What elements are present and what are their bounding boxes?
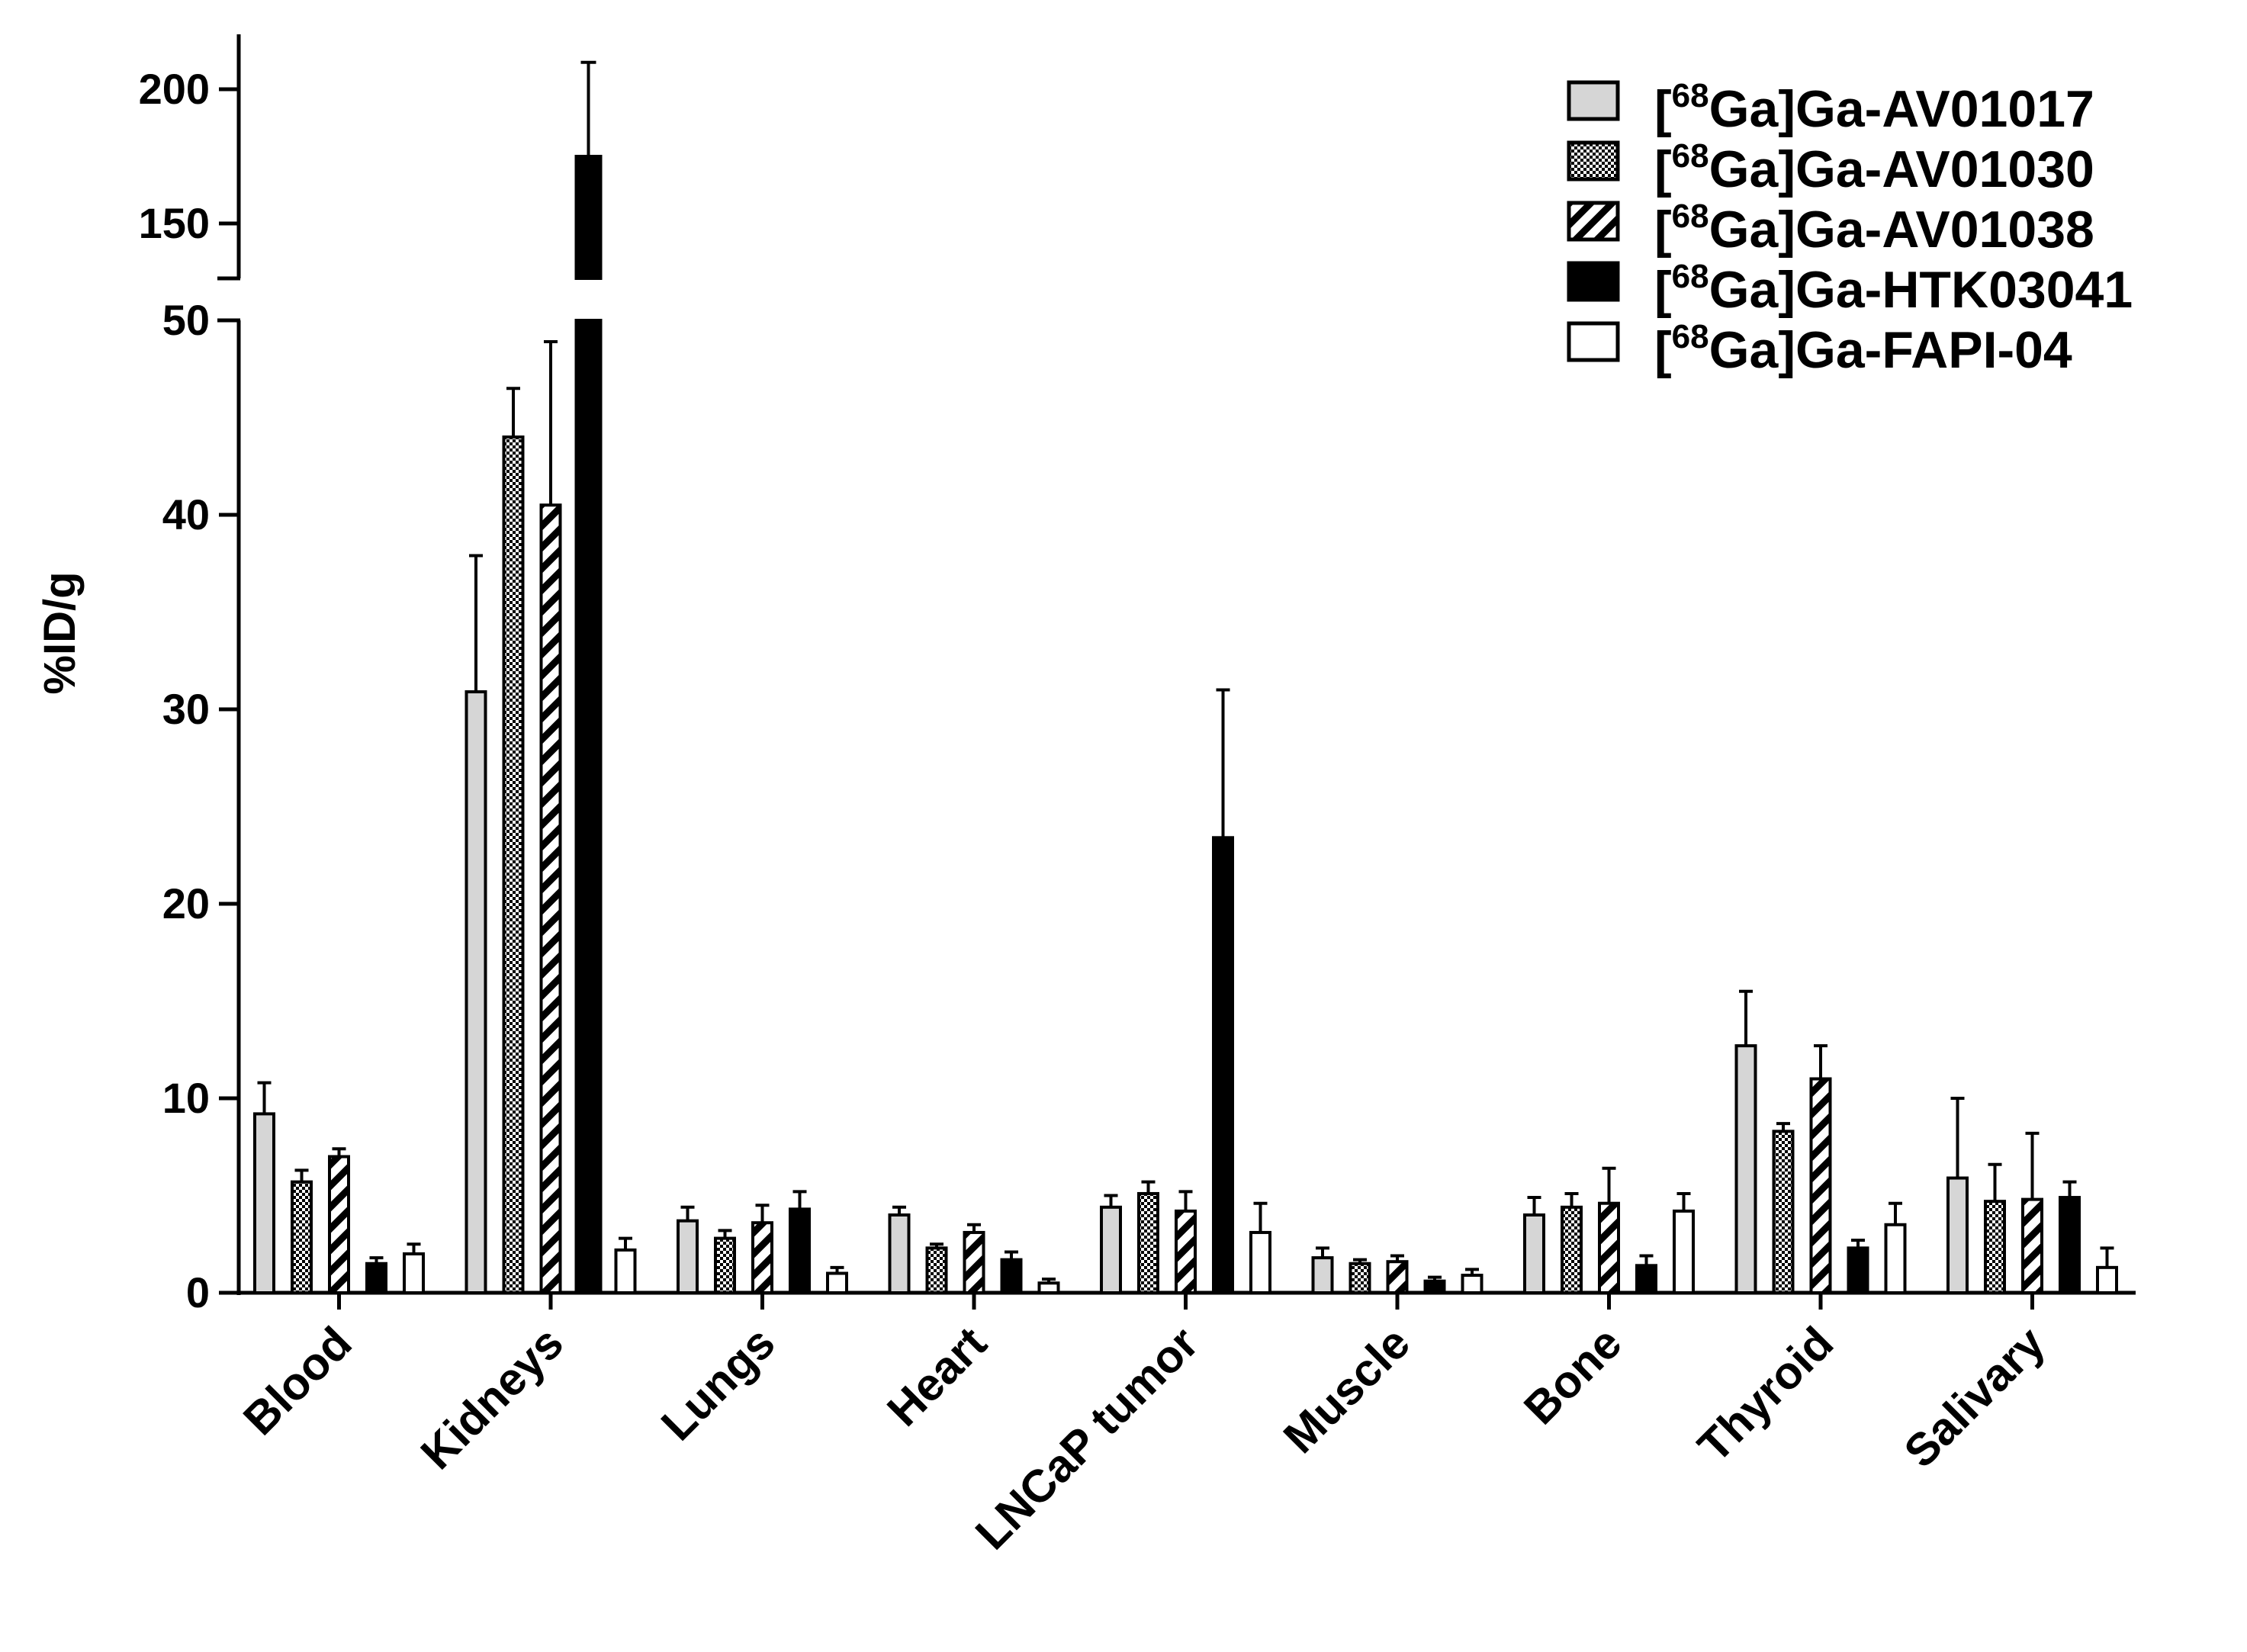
bar — [614, 1248, 637, 1295]
x-tick-label: Kidneys — [411, 1317, 573, 1479]
legend-label: [68Ga]Ga-FAPI-04 — [1654, 318, 2072, 379]
bar — [1249, 1230, 1271, 1294]
bar — [574, 319, 603, 1294]
y-tick-label: 150 — [139, 199, 210, 247]
y-tick-label: 200 — [139, 65, 210, 113]
y-tick-label: 20 — [162, 879, 210, 927]
legend-label: [68Ga]Ga-AV01038 — [1654, 198, 2094, 259]
bar — [2059, 1196, 2081, 1295]
x-tick-label: Lungs — [651, 1317, 785, 1451]
bars — [253, 60, 2118, 1295]
bar — [1037, 1281, 1060, 1294]
legend-swatch — [1567, 201, 1620, 242]
bar — [1461, 1274, 1484, 1295]
y-tick-label: 0 — [186, 1268, 210, 1316]
y-axis-title: %ID/g — [35, 571, 85, 694]
x-tick-label: Muscle — [1274, 1317, 1419, 1463]
y-tick-label: 30 — [162, 685, 210, 733]
y-tick-label: 50 — [162, 296, 210, 344]
bar — [291, 1180, 313, 1295]
bar — [789, 1207, 811, 1294]
y-tick-label: 10 — [162, 1074, 210, 1122]
bar — [1000, 1258, 1023, 1295]
bar — [1847, 1246, 1869, 1294]
legend-swatch — [1567, 321, 1620, 362]
bar — [253, 1112, 275, 1295]
bar — [1386, 1260, 1409, 1294]
x-tick-label: Thyroid — [1688, 1317, 1843, 1472]
bar — [1175, 1209, 1197, 1295]
bar — [1523, 1213, 1545, 1294]
x-tick-label: Bone — [1514, 1317, 1631, 1434]
bar — [328, 1155, 350, 1294]
bar — [465, 690, 487, 1294]
bar — [1734, 1044, 1757, 1295]
bar — [714, 1236, 736, 1294]
bar — [1635, 1264, 1657, 1295]
bar — [1598, 1201, 1620, 1294]
bar — [1100, 1205, 1122, 1295]
bar — [963, 1230, 985, 1294]
bar — [1984, 1200, 2006, 1295]
bar — [1809, 1077, 1832, 1294]
bar — [677, 1219, 699, 1295]
x-tick-label: Blood — [233, 1317, 362, 1445]
bar — [925, 1246, 948, 1294]
legend-label: [68Ga]Ga-HTK03041 — [1654, 258, 2133, 319]
bar — [1137, 1191, 1159, 1294]
legend-swatch — [1567, 261, 1620, 302]
bar — [403, 1252, 425, 1294]
y-tick-label: 40 — [162, 490, 210, 538]
bar — [1212, 836, 1234, 1295]
bar — [1884, 1223, 1907, 1294]
bar — [1349, 1261, 1371, 1294]
x-tick-label: LNCaP tumor — [966, 1317, 1208, 1560]
axis-labels: %ID/g — [35, 571, 85, 694]
bar — [826, 1271, 848, 1294]
bar — [1946, 1176, 1969, 1295]
x-tick-label: Heart — [877, 1317, 996, 1436]
legend-label: [68Ga]Ga-AV01017 — [1654, 77, 2094, 138]
bar — [888, 1213, 911, 1294]
bar — [539, 503, 562, 1294]
bar — [2021, 1197, 2043, 1294]
legend-swatch — [1567, 140, 1620, 182]
bar — [1423, 1279, 1446, 1294]
legend: [68Ga]Ga-AV01017[68Ga]Ga-AV01030[68Ga]Ga… — [1567, 77, 2133, 379]
bar — [2096, 1265, 2118, 1294]
bar — [1311, 1256, 1334, 1294]
bar-upper-segment — [574, 155, 603, 280]
legend-label: [68Ga]Ga-AV01030 — [1654, 137, 2094, 198]
bar — [502, 435, 525, 1294]
x-tick-label: Salivary — [1895, 1316, 2056, 1477]
bar — [365, 1261, 387, 1294]
bar — [1673, 1209, 1695, 1295]
bar — [751, 1221, 773, 1294]
bar — [1772, 1130, 1795, 1294]
bar — [1561, 1205, 1583, 1295]
legend-swatch — [1567, 80, 1620, 121]
